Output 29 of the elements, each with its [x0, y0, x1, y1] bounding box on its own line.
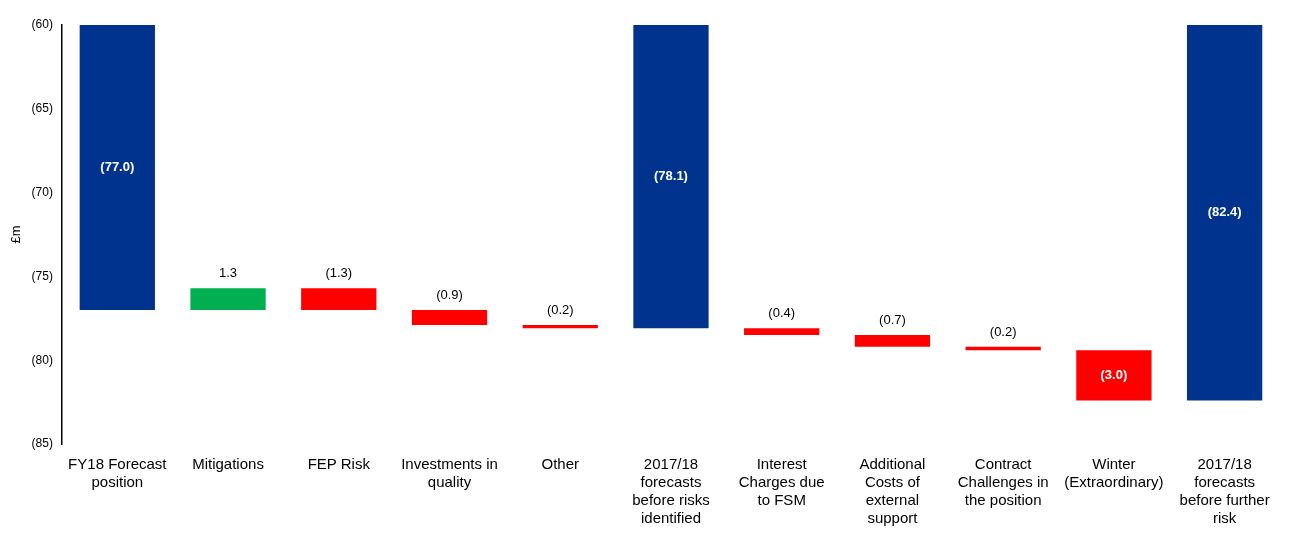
y-axis-title: £m	[8, 225, 24, 244]
y-tick-label: (80)	[31, 352, 53, 367]
x-tick-label: Contract Challenges in the position	[957, 455, 1049, 509]
x-tick-label: Other	[541, 455, 579, 473]
y-tick-label: (70)	[31, 184, 53, 199]
data-label: (78.1)	[653, 168, 688, 184]
data-label: (82.4)	[1207, 204, 1242, 220]
y-tick-label: (65)	[31, 101, 53, 116]
data-label: (3.0)	[1100, 366, 1128, 382]
x-tick-label: Mitigations	[192, 455, 264, 473]
x-tick-label: Interest Charges due to FSM	[738, 455, 825, 509]
data-label: 1.3	[219, 265, 238, 281]
x-tick-label: Additional Costs of external support	[859, 455, 926, 527]
data-label: (1.3)	[325, 265, 353, 281]
x-tick-label: 2017/18 forecasts before risks identified	[632, 455, 710, 527]
x-tick-label: FY18 Forecast position	[68, 455, 168, 491]
data-label: (0.9)	[436, 287, 463, 302]
data-label: (0.4)	[768, 305, 796, 321]
data-label: (77.0)	[100, 159, 135, 175]
data-label: (0.2)	[989, 323, 1017, 339]
x-tick-label: FEP Risk	[307, 455, 371, 473]
data-label: (0.2)	[546, 302, 574, 318]
data-label: (0.7)	[879, 312, 906, 328]
x-tick-label: Investments in quality	[401, 455, 498, 491]
x-tick-label: Winter (Extraordinary)	[1064, 455, 1164, 491]
y-tick-label: (75)	[31, 268, 53, 283]
y-tick-label: (85)	[31, 436, 53, 451]
x-tick-label: 2017/18 forecasts before further risk	[1179, 455, 1270, 527]
y-tick-label: (60)	[31, 17, 53, 32]
